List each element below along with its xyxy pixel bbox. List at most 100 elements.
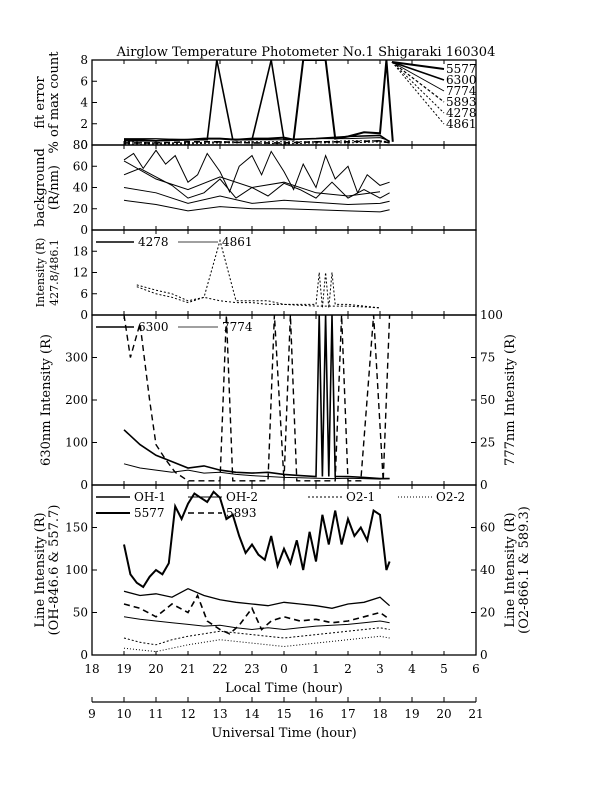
y-tick-label: 18: [73, 244, 88, 258]
ut-tick-label: 15: [276, 707, 291, 721]
legend-label: O2-1: [346, 490, 375, 504]
series-line-background-0: [123, 149, 390, 195]
series-line-intensity-427-4278: [136, 238, 381, 309]
y-tick-label: 8: [80, 53, 88, 67]
x-tick-label: 18: [84, 662, 99, 676]
panel-frame-background: [91, 144, 477, 231]
x-tick-label: 21: [180, 662, 195, 676]
y-tick-label: 100: [65, 436, 88, 450]
y-tick-label: 60: [73, 159, 88, 173]
y-axis-label: (R/nm): [47, 165, 62, 210]
y-tick-label: 20: [73, 202, 88, 216]
legend-line-5893: [391, 61, 445, 103]
chart-title: Airglow Temperature Photometer No.1 Shig…: [116, 45, 496, 60]
x-tick-label: 6: [472, 662, 480, 676]
ut-tick-label: 11: [148, 707, 163, 721]
y-tick-label: 50: [73, 606, 88, 620]
y-tick-label: 80: [73, 138, 88, 152]
y-tick-label: 40: [73, 181, 88, 195]
legend-label: O2-2: [436, 490, 465, 504]
y-tick-label: 0: [80, 648, 88, 662]
legend-label: 5893: [446, 95, 477, 109]
y2-axis-label: Line Intensity (R): [503, 512, 518, 627]
x-tick-label: 5: [440, 662, 448, 676]
ut-tick-label: 13: [212, 707, 227, 721]
ut-tick-label: 14: [244, 707, 260, 721]
series-line-line-intensity-O2-1: [123, 627, 390, 646]
y-axis-label: (OH-846.6 & 557.7): [47, 505, 62, 636]
ut-axis-label: Universal Time (hour): [211, 726, 356, 741]
y-axis-label: Intensity (R): [34, 238, 47, 308]
y2-tick-label: 50: [480, 393, 495, 407]
series-line-line-intensity-5577: [123, 490, 391, 589]
y-tick-label: 0: [80, 223, 88, 237]
legend-label: OH-2: [226, 490, 258, 504]
legend-label: 5577: [134, 506, 165, 520]
x-tick-label: 3: [376, 662, 384, 676]
y-tick-label: 0: [80, 308, 88, 322]
ut-tick-label: 21: [468, 707, 483, 721]
series-line-line-intensity-OH-1: [123, 587, 391, 609]
x-tick-label: 0: [280, 662, 288, 676]
ut-tick-label: 18: [372, 707, 387, 721]
y2-tick-label: 60: [480, 521, 495, 535]
legend-label: 7774: [222, 320, 253, 334]
y-axis-label: % of max count: [47, 51, 62, 154]
legend-label: 4278: [138, 235, 169, 249]
series-group-line-intensity: [123, 490, 391, 653]
series-line-fit-error-7774: [124, 137, 390, 142]
y-axis-label: background: [33, 148, 48, 227]
y2-tick-label: 75: [480, 351, 495, 365]
series-line-background-3: [123, 199, 390, 213]
legend-label: 6300: [446, 73, 477, 87]
series-line-line-intensity-OH-2: [123, 616, 390, 631]
y-tick-label: 12: [73, 266, 88, 280]
y-tick-label: 6: [80, 74, 88, 88]
series-group-background: [123, 149, 390, 213]
y-tick-label: 0: [80, 138, 88, 152]
y-tick-label: 300: [65, 351, 88, 365]
y-tick-label: 0: [80, 478, 88, 492]
y2-tick-label: 40: [480, 563, 495, 577]
series-line-line-intensity-O2-2: [123, 635, 390, 653]
series-group-630nm: [123, 315, 391, 482]
series-line-fit-error-4861: [124, 141, 390, 145]
y2-tick-label: 0: [480, 478, 488, 492]
y2-tick-label: 0: [480, 648, 488, 662]
x-tick-label: 23: [244, 662, 259, 676]
series-line-background-1: [123, 167, 390, 199]
series-line-background-4: [123, 160, 381, 197]
y2-tick-label: 20: [480, 606, 495, 620]
legend-line-4278: [391, 61, 445, 114]
x-tick-label: 1: [312, 662, 320, 676]
y-axis-label: 427.8/486.1: [48, 239, 61, 306]
series-line-intensity-427-4861: [136, 286, 381, 309]
y-axis-label: Line Intensity (R): [33, 512, 48, 627]
legend-label: 6300: [138, 320, 169, 334]
series-line-fit-error-4278: [123, 140, 390, 144]
ut-tick-label: 16: [308, 707, 323, 721]
series-group-intensity-427: [136, 238, 381, 309]
y-tick-label: 2: [80, 117, 88, 131]
y-axis-label: 630nm Intensity (R): [39, 334, 54, 466]
legend-label: OH-1: [134, 490, 166, 504]
series-line-630nm-7774: [123, 463, 390, 480]
panel-frame-fit-error: [91, 59, 477, 146]
x-tick-label: 22: [212, 662, 227, 676]
legend-label: 7774: [446, 84, 477, 98]
y-tick-label: 150: [65, 521, 88, 535]
legend-label: 4278: [446, 106, 477, 120]
legend-line-6300: [391, 61, 445, 81]
x-tick-label: 19: [116, 662, 131, 676]
series-line-fit-error-5577: [124, 60, 394, 142]
y-tick-label: 100: [65, 563, 88, 577]
y-tick-label: 200: [65, 393, 88, 407]
ut-tick-label: 9: [88, 707, 96, 721]
legend-label: 5893: [226, 506, 257, 520]
legend-label: 4861: [446, 117, 477, 131]
series-line-line-intensity-5893: [123, 593, 391, 635]
x-tick-label: 20: [148, 662, 163, 676]
y-tick-label: 6: [80, 287, 88, 301]
